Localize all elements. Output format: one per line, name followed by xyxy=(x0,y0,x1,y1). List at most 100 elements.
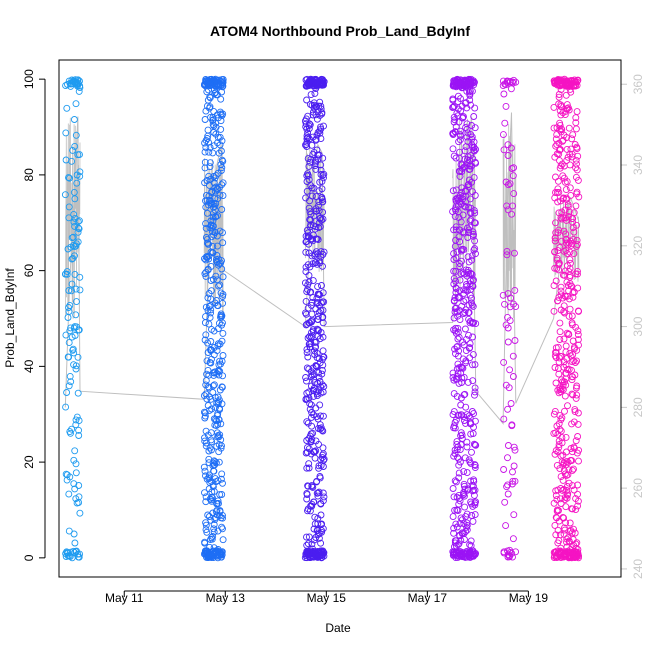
data-point xyxy=(465,301,473,309)
data-point xyxy=(219,372,227,380)
data-point xyxy=(314,520,322,528)
data-point xyxy=(456,172,464,180)
data-point xyxy=(566,527,574,535)
data-point xyxy=(305,162,313,170)
data-point xyxy=(453,248,461,256)
data-point xyxy=(574,307,582,315)
data-point xyxy=(453,523,461,531)
data-point xyxy=(454,335,462,343)
data-point xyxy=(574,331,582,338)
data-point xyxy=(205,252,213,260)
data-point xyxy=(456,446,464,454)
data-point xyxy=(214,420,222,428)
data-point xyxy=(305,204,313,212)
series-2021-05-14 xyxy=(301,75,328,562)
data-point xyxy=(203,547,211,555)
data-point xyxy=(552,447,560,455)
data-point xyxy=(555,150,563,158)
data-point xyxy=(71,142,79,150)
data-point xyxy=(503,202,511,210)
data-point xyxy=(453,438,461,446)
data-point xyxy=(453,446,461,454)
data-point xyxy=(208,355,215,363)
data-point xyxy=(202,313,209,321)
data-point xyxy=(561,267,569,275)
data-point xyxy=(569,224,577,232)
data-point xyxy=(554,77,562,85)
data-point xyxy=(214,527,222,535)
data-point xyxy=(68,425,76,433)
data-point xyxy=(75,493,83,501)
data-point xyxy=(471,245,479,253)
data-point xyxy=(319,450,327,458)
data-point xyxy=(203,235,211,243)
data-point xyxy=(504,490,512,498)
data-point xyxy=(564,282,572,289)
data-point xyxy=(468,133,476,141)
data-point xyxy=(460,417,468,424)
data-point xyxy=(306,158,314,166)
data-point xyxy=(456,260,463,267)
data-point xyxy=(574,433,582,440)
data-point xyxy=(511,337,519,344)
data-point xyxy=(319,497,327,505)
data-point xyxy=(563,178,571,186)
data-point xyxy=(563,491,571,499)
data-point xyxy=(452,186,460,194)
data-point xyxy=(469,188,476,196)
data-point xyxy=(302,194,310,202)
data-point xyxy=(217,475,225,483)
data-point xyxy=(574,270,581,278)
data-point xyxy=(208,497,216,505)
data-point xyxy=(573,357,581,365)
data-point xyxy=(206,314,214,322)
data-point xyxy=(461,325,469,333)
data-point xyxy=(71,447,79,455)
data-point xyxy=(202,76,210,83)
data-point xyxy=(306,340,314,348)
data-point xyxy=(462,403,470,411)
data-point xyxy=(318,194,325,202)
data-point xyxy=(65,174,72,182)
data-point xyxy=(201,270,209,278)
data-point xyxy=(316,98,324,106)
data-point xyxy=(462,296,470,304)
data-point xyxy=(462,286,470,294)
data-point xyxy=(463,443,471,451)
data-point xyxy=(572,202,580,210)
data-point xyxy=(74,238,82,246)
data-point xyxy=(454,453,461,461)
data-point xyxy=(211,368,219,376)
data-point xyxy=(449,145,457,153)
data-point xyxy=(557,495,564,503)
data-point xyxy=(201,139,209,147)
data-point xyxy=(504,405,512,413)
data-point xyxy=(456,316,464,324)
data-point xyxy=(563,156,571,164)
data-point xyxy=(553,81,561,89)
data-point xyxy=(302,374,310,381)
data-point xyxy=(319,208,327,216)
data-point xyxy=(305,460,313,468)
data-point xyxy=(205,455,213,463)
data-point xyxy=(215,448,223,456)
data-point xyxy=(560,214,568,222)
data-point xyxy=(574,502,582,510)
data-point xyxy=(461,147,469,155)
data-point xyxy=(307,155,315,163)
data-point xyxy=(454,92,462,100)
data-point xyxy=(316,178,324,186)
data-point xyxy=(207,248,215,256)
data-point xyxy=(502,321,510,329)
data-point xyxy=(217,95,225,103)
data-point xyxy=(202,493,210,501)
data-point xyxy=(315,462,323,470)
data-point xyxy=(563,101,571,109)
data-point xyxy=(557,500,565,507)
data-point xyxy=(500,90,508,98)
data-point xyxy=(452,226,460,234)
data-point xyxy=(573,78,581,86)
data-point xyxy=(464,181,472,189)
data-point xyxy=(555,259,563,267)
data-point xyxy=(201,414,209,422)
